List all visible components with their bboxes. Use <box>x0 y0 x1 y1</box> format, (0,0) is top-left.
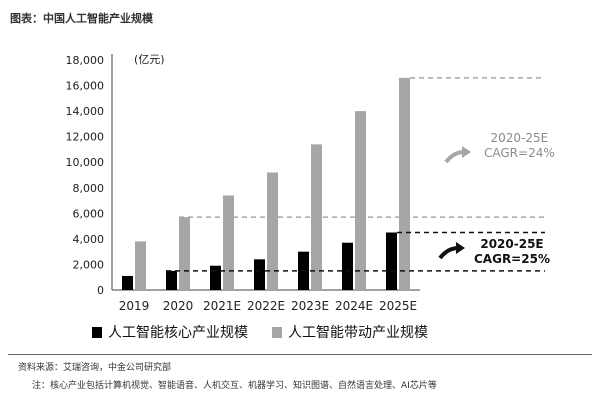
cagr-driven-line1: 2020-25E <box>490 131 549 145</box>
y-tick-label: 8,000 <box>73 182 105 195</box>
chart-legend: 人工智能核心产业规模 人工智能带动产业规模 <box>92 322 428 342</box>
up-arrow-icon-black <box>438 242 465 260</box>
x-tick-label: 2020 <box>163 299 194 313</box>
bar-driven <box>223 195 234 290</box>
bar-driven <box>399 77 410 290</box>
footnote: 注：核心产业包括计算机视觉、智能语音、人机交互、机器学习、知识图谱、自然语言处理… <box>32 381 437 391</box>
y-tick-label: 14,000 <box>66 105 105 118</box>
bar-chart: 0 2,000 4,000 6,000 8,000 10,000 12,000 14,000 1… <box>66 53 545 313</box>
bar-core <box>254 259 265 290</box>
legend-swatch-core <box>92 326 102 338</box>
legend-swatch-driven <box>272 326 282 338</box>
legend-label-driven: 人工智能带动产业规模 <box>288 325 428 341</box>
bar-core <box>166 270 177 290</box>
legend-item-driven: 人工智能带动产业规模 <box>272 322 428 342</box>
figure-title: 图表：中国人工智能产业规模 <box>10 12 153 25</box>
x-tick-label: 2019 <box>119 299 150 313</box>
cagr-driven-line2: CAGR=24% <box>484 146 555 160</box>
x-tick-label: 2024E <box>335 299 373 313</box>
cagr-core-line1: 2020-25E <box>480 237 544 251</box>
bar-driven <box>355 111 366 290</box>
y-tick-label: 10,000 <box>66 156 105 169</box>
cagr-core-line2: CAGR=25% <box>474 252 550 266</box>
y-unit-label: (亿元) <box>134 53 165 66</box>
bar-core <box>210 265 221 290</box>
x-tick-label: 2022E <box>247 299 285 313</box>
bar-core <box>386 232 397 290</box>
source-note: 资料来源：艾瑞咨询，中金公司研究部 <box>18 363 172 373</box>
footer-divider <box>8 354 592 355</box>
y-tick-label: 6,000 <box>73 207 105 220</box>
x-tick-label: 2023E <box>291 299 329 313</box>
bar-driven <box>267 172 278 290</box>
x-tick-label: 2021E <box>203 299 241 313</box>
up-arrow-icon-gray <box>444 146 471 164</box>
y-tick-label: 2,000 <box>73 258 105 271</box>
y-tick-label: 16,000 <box>66 80 105 93</box>
bar-driven <box>179 217 190 290</box>
x-tick-label: 2025E <box>379 299 417 313</box>
y-tick-label: 4,000 <box>73 233 105 246</box>
y-tick-label: 12,000 <box>66 131 105 144</box>
legend-item-core: 人工智能核心产业规模 <box>92 322 248 342</box>
legend-label-core: 人工智能核心产业规模 <box>108 325 248 341</box>
bar-driven <box>135 241 146 290</box>
bar-core <box>122 275 133 290</box>
cagr-annotation-driven: 2020-25E CAGR=24% <box>484 131 555 161</box>
cagr-annotation-core: 2020-25E CAGR=25% <box>474 237 550 267</box>
y-tick-label: 18,000 <box>66 54 105 67</box>
y-tick-label: 0 <box>97 284 104 297</box>
bar-core <box>342 242 353 290</box>
